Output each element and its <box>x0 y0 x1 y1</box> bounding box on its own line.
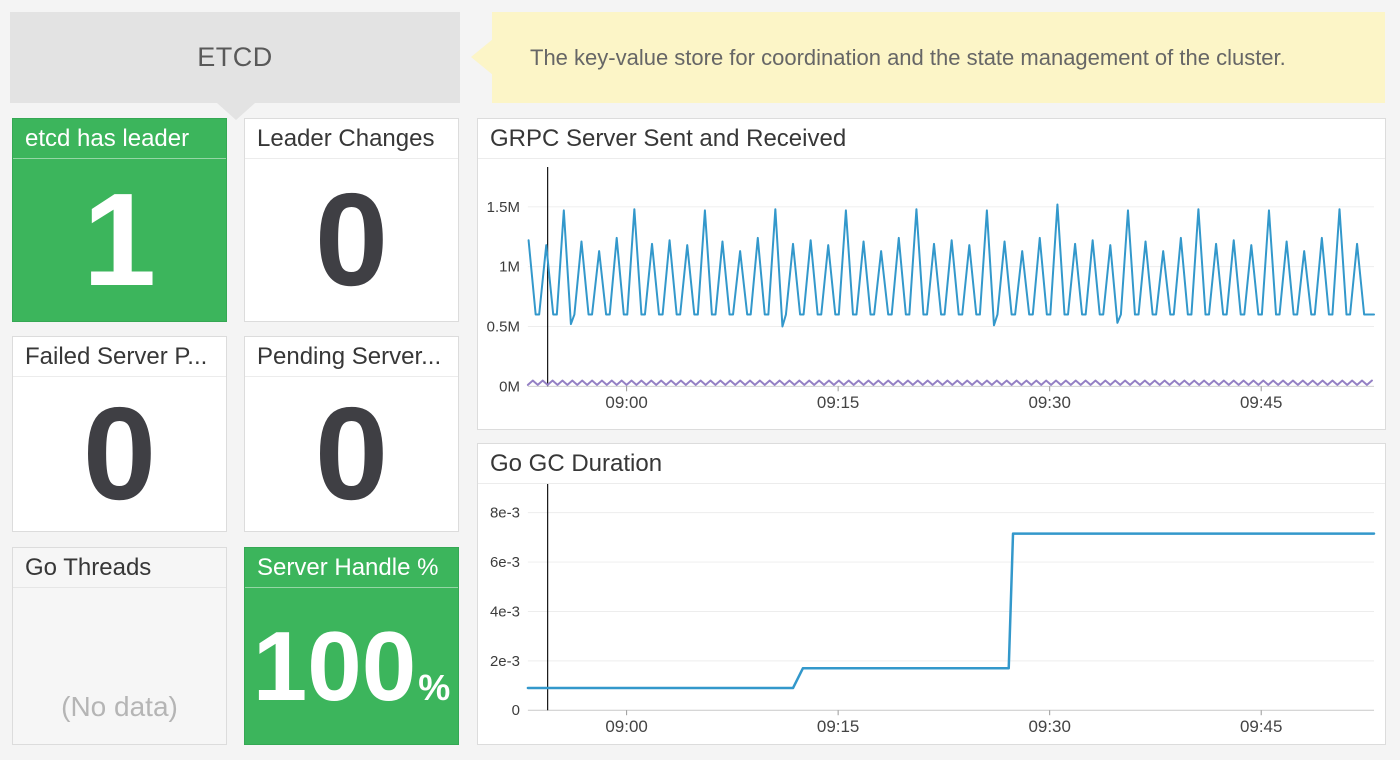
svg-text:6e-3: 6e-3 <box>490 554 520 571</box>
svg-text:09:45: 09:45 <box>1240 393 1282 412</box>
svg-text:09:45: 09:45 <box>1240 717 1282 736</box>
go-gc-chart[interactable]: 2e-3 4e-3 6e-3 8e-3 0 09:00 09:15 09:30 09:45 <box>478 484 1385 743</box>
svg-text:09:30: 09:30 <box>1028 393 1070 412</box>
go-gc-chart-body: 2e-3 4e-3 6e-3 8e-3 0 09:00 09:15 09:30 09:45 <box>478 484 1385 743</box>
panel-server-handle: Server Handle % 100 % <box>244 547 459 745</box>
svg-text:8e-3: 8e-3 <box>490 505 520 522</box>
panel-title: Pending Server... <box>257 342 442 370</box>
row-title: ETCD <box>197 42 273 72</box>
panel-etcd-has-leader-header[interactable]: etcd has leader <box>13 119 226 159</box>
stat-body: 0 <box>13 377 226 530</box>
svg-text:09:30: 09:30 <box>1028 717 1070 736</box>
stat-body: 1 <box>13 159 226 320</box>
panel-go-gc-header[interactable]: Go GC Duration <box>478 444 1385 484</box>
svg-text:09:15: 09:15 <box>817 393 859 412</box>
svg-text:2e-3: 2e-3 <box>490 653 520 670</box>
stat-value-suffix: % <box>418 666 451 708</box>
svg-text:09:00: 09:00 <box>605 717 647 736</box>
panel-go-gc-duration: Go GC Duration 2e-3 4e-3 6e-3 8e-3 0 09:00 09:… <box>477 443 1386 745</box>
stat-body: 100 % <box>245 588 458 743</box>
no-data-text: (No data) <box>61 691 178 722</box>
panel-title: Go GC Duration <box>490 449 663 477</box>
svg-text:1.5M: 1.5M <box>487 199 520 216</box>
panel-etcd-has-leader: etcd has leader 1 <box>12 118 227 322</box>
svg-text:0.5M: 0.5M <box>487 318 520 335</box>
panel-leader-changes: Leader Changes 0 <box>244 118 459 322</box>
panel-go-threads: Go Threads (No data) <box>12 547 227 745</box>
panel-grpc-server-sent-received: GRPC Server Sent and Received 0.5M 1M 1.5M… <box>477 118 1386 430</box>
panel-title: etcd has leader <box>25 124 190 152</box>
svg-text:1M: 1M <box>499 259 520 276</box>
panel-server-handle-header[interactable]: Server Handle % <box>245 548 458 588</box>
panel-grpc-header[interactable]: GRPC Server Sent and Received <box>478 119 1385 159</box>
panel-title: Failed Server P... <box>25 342 208 370</box>
stat-value: 0 <box>314 165 389 313</box>
panel-pending-server: Pending Server... 0 <box>244 336 459 532</box>
stat-value: 100 <box>252 610 417 721</box>
grpc-chart[interactable]: 0.5M 1M 1.5M 0M 09:00 09:15 09:30 09:45 <box>478 159 1385 428</box>
stat-body: 0 <box>245 159 458 320</box>
svg-text:09:15: 09:15 <box>817 717 859 736</box>
grpc-chart-body: 0.5M 1M 1.5M 0M 09:00 09:15 09:30 09:45 <box>478 159 1385 428</box>
stat-value-row: 100 % <box>253 617 451 715</box>
stat-body: (No data) <box>13 588 226 743</box>
row-description-callout: The key-value store for coordination and… <box>471 12 1385 103</box>
panel-go-threads-header[interactable]: Go Threads <box>13 548 226 588</box>
svg-text:4e-3: 4e-3 <box>490 603 520 620</box>
svg-text:0: 0 <box>512 702 520 719</box>
panel-title: GRPC Server Sent and Received <box>490 124 847 152</box>
svg-text:0M: 0M <box>499 378 520 395</box>
panel-title: Leader Changes <box>257 124 435 152</box>
stat-value: 0 <box>314 379 389 527</box>
panel-failed-server-proposals: Failed Server P... 0 <box>12 336 227 532</box>
stat-value: 0 <box>82 379 157 527</box>
row-title-box[interactable]: ETCD <box>10 12 460 103</box>
panel-pending-server-header[interactable]: Pending Server... <box>245 337 458 377</box>
stat-body: 0 <box>245 377 458 530</box>
panel-title: Server Handle % <box>257 553 439 581</box>
panel-leader-changes-header[interactable]: Leader Changes <box>245 119 458 159</box>
panel-title: Go Threads <box>25 553 152 581</box>
row-title-caret <box>217 103 255 120</box>
stat-value: 1 <box>82 165 157 313</box>
svg-text:09:00: 09:00 <box>605 393 647 412</box>
panel-failed-server-proposals-header[interactable]: Failed Server P... <box>13 337 226 377</box>
row-description-text: The key-value store for coordination and… <box>530 44 1286 70</box>
callout-arrow-left <box>471 39 493 75</box>
